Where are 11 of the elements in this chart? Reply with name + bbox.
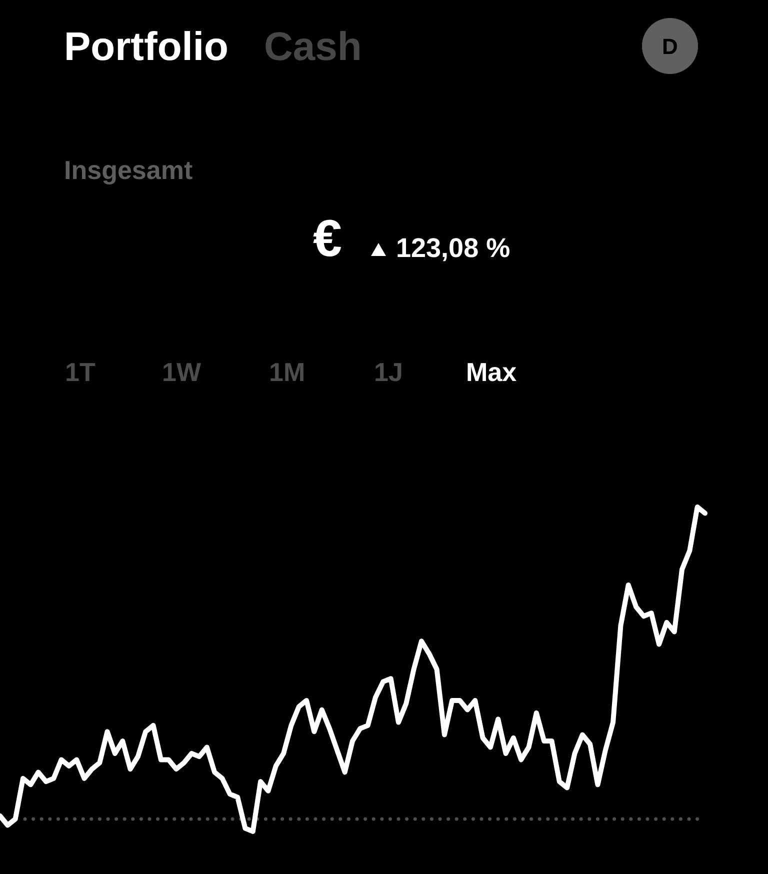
text: 1J xyxy=(374,357,403,387)
text: 123,08 % xyxy=(396,233,510,263)
text: 1T xyxy=(65,357,96,387)
text: 1W xyxy=(162,357,202,387)
text: Max xyxy=(466,357,518,387)
text: D xyxy=(662,34,678,59)
text: € xyxy=(313,210,342,268)
text: Insgesamt xyxy=(64,155,193,185)
text: Cash xyxy=(264,25,362,69)
chart-title: Portfolio xyxy=(64,25,228,69)
text: 1M xyxy=(269,357,306,387)
